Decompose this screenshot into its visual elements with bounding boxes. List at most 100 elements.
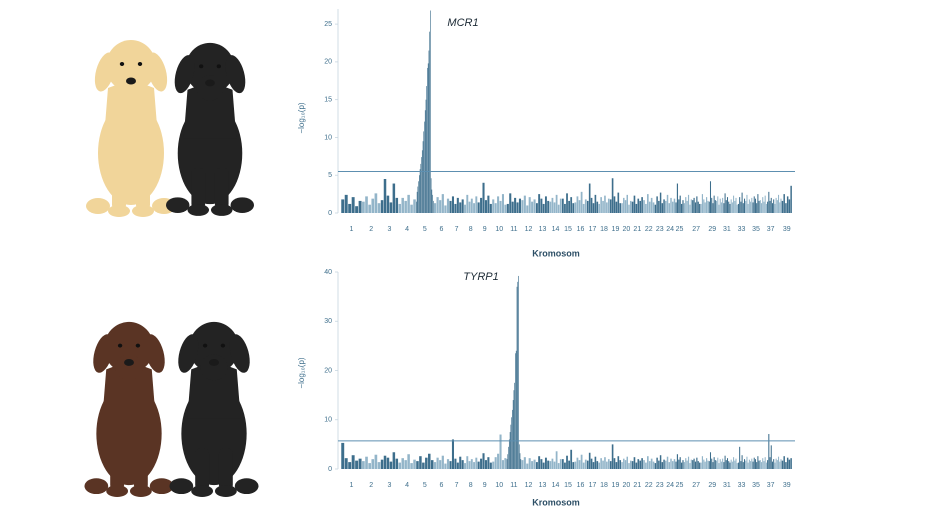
snp-bar bbox=[507, 454, 509, 469]
snp-bar bbox=[584, 459, 587, 469]
snp-bar bbox=[658, 460, 660, 469]
snp-bar bbox=[693, 197, 695, 213]
snp-bar bbox=[418, 181, 419, 213]
snp-bar bbox=[689, 204, 691, 213]
snp-bar bbox=[446, 198, 450, 213]
snp-bar bbox=[619, 203, 622, 213]
snp-bar bbox=[716, 200, 718, 213]
snp-bar bbox=[637, 459, 640, 469]
snp-bar bbox=[783, 456, 785, 469]
snp-bar bbox=[633, 457, 636, 469]
snp-bar bbox=[489, 462, 492, 469]
snp-bar bbox=[780, 198, 782, 213]
snp-bar bbox=[730, 459, 732, 469]
snp-bar bbox=[613, 458, 616, 469]
y-tick-label: 30 bbox=[324, 318, 332, 325]
snp-bar bbox=[762, 197, 764, 213]
snp-bar bbox=[690, 199, 692, 213]
snp-bar bbox=[602, 460, 604, 469]
snp-bar bbox=[470, 198, 473, 213]
snp-bar bbox=[526, 463, 529, 469]
snp-bar bbox=[699, 462, 701, 469]
snp-bar bbox=[617, 456, 620, 469]
snp-bar bbox=[561, 459, 564, 469]
x-tick-label: 12 bbox=[525, 226, 533, 233]
snp-bar bbox=[723, 203, 725, 213]
snp-bar bbox=[341, 199, 345, 213]
snp-bar bbox=[742, 203, 744, 213]
snp-bar bbox=[582, 203, 585, 213]
snp-bar bbox=[444, 463, 447, 469]
snp-bar bbox=[568, 460, 570, 469]
snp-bar bbox=[619, 460, 622, 469]
snp-bar bbox=[383, 179, 387, 213]
snp-bar bbox=[753, 196, 755, 213]
snp-bar bbox=[681, 203, 683, 213]
snp-bar bbox=[574, 461, 577, 469]
snp-bar bbox=[344, 194, 348, 213]
snp-bar bbox=[774, 462, 776, 469]
snp-bar bbox=[392, 452, 396, 469]
x-tick-label: 14 bbox=[552, 226, 560, 233]
snp-bar bbox=[659, 192, 662, 213]
snp-bar bbox=[561, 198, 564, 213]
snp-bar bbox=[598, 462, 601, 469]
snp-bar bbox=[733, 457, 735, 469]
x-tick-label: 29 bbox=[708, 226, 716, 233]
snp-bar bbox=[461, 460, 464, 469]
snp-bar bbox=[696, 457, 698, 469]
snp-bar bbox=[750, 201, 752, 213]
snp-bar bbox=[511, 201, 514, 213]
snp-bar bbox=[508, 446, 509, 469]
snp-bar bbox=[395, 458, 399, 469]
snp-bar bbox=[362, 201, 365, 213]
snp-bar bbox=[464, 463, 466, 469]
snp-bar bbox=[441, 194, 444, 213]
snp-bar bbox=[737, 203, 739, 213]
snp-bar bbox=[711, 197, 713, 213]
y-tick-label: 25 bbox=[324, 21, 332, 28]
snp-bar bbox=[444, 205, 447, 213]
snp-bar bbox=[578, 460, 581, 469]
snp-bar bbox=[725, 200, 727, 213]
snp-bar bbox=[557, 204, 560, 213]
x-tick-label: 15 bbox=[564, 482, 572, 489]
snp-bar bbox=[429, 31, 430, 213]
snp-bar bbox=[497, 196, 500, 213]
snp-bar bbox=[430, 178, 432, 213]
snp-bar bbox=[734, 460, 736, 469]
snp-bar bbox=[709, 452, 712, 469]
snp-bar bbox=[647, 194, 649, 213]
snp-bar bbox=[692, 460, 694, 469]
snp-bar bbox=[697, 461, 699, 469]
snp-bar bbox=[753, 457, 755, 469]
snp-bar bbox=[600, 197, 602, 213]
snp-bar bbox=[668, 203, 671, 213]
snp-bar bbox=[692, 200, 694, 213]
snp-bar bbox=[422, 462, 425, 469]
snp-bar bbox=[767, 460, 769, 469]
snp-bar bbox=[420, 163, 422, 213]
snp-bar bbox=[748, 199, 750, 213]
snp-bar bbox=[559, 459, 562, 469]
snp-bar bbox=[523, 457, 526, 469]
snp-bar bbox=[713, 195, 715, 213]
snp-bar bbox=[433, 200, 434, 213]
snp-bar bbox=[769, 200, 771, 213]
snp-bar bbox=[790, 458, 792, 469]
snp-bar bbox=[673, 198, 676, 213]
snp-bar bbox=[729, 203, 731, 213]
snp-bar bbox=[780, 459, 782, 469]
x-tick-label: 37 bbox=[767, 482, 775, 489]
snp-bar bbox=[714, 200, 716, 213]
snp-bar bbox=[647, 456, 649, 469]
snp-bar bbox=[722, 197, 724, 213]
snp-bar bbox=[611, 444, 614, 469]
snp-bar bbox=[687, 194, 690, 213]
snp-bar bbox=[717, 457, 719, 469]
snp-bar bbox=[389, 202, 393, 213]
snp-bar bbox=[645, 203, 647, 213]
snp-bar bbox=[371, 198, 375, 213]
